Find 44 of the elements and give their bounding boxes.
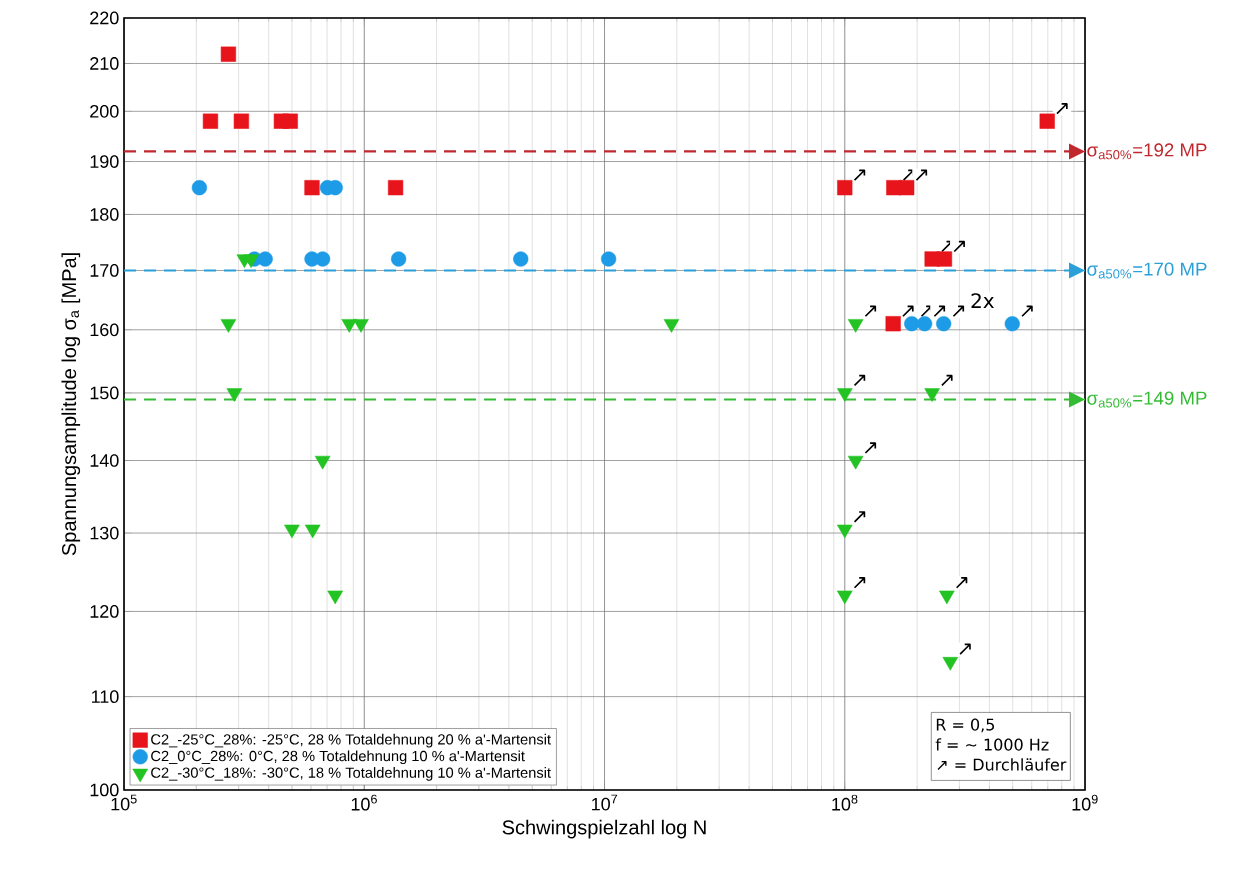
y-tick-label: 170 bbox=[90, 264, 119, 277]
annotation: ↗ bbox=[853, 577, 866, 589]
annotation: ↗ = Durchläufer bbox=[937, 758, 1067, 771]
legend-label: C2_0°C_28%: 0°C, 28 % Totaldehnung 10 % a'-Martensit bbox=[151, 750, 525, 765]
annotation: f = ~ 1000 Hz bbox=[935, 738, 1049, 751]
y-tick-label: 100 bbox=[90, 783, 119, 797]
legend-label: C2_-30°C_18%: -30°C, 18 % Totaldehnung 10 % a'-Martensit bbox=[151, 767, 551, 781]
ref-line-label: σ$_{a50%}$=170 MP bbox=[1087, 262, 1207, 279]
y-tick-label: 220 bbox=[90, 11, 119, 25]
legend-label: C2_-25°C_28%: -25°C, 28 % Totaldehnung 20 % a'-Martensit bbox=[151, 733, 551, 748]
annotation: ↗ bbox=[1056, 103, 1068, 115]
y-tick-label: 140 bbox=[90, 454, 119, 467]
annotation: ↗ bbox=[1021, 305, 1033, 317]
y-tick-label: 110 bbox=[91, 690, 119, 703]
x-tick-label: 10$^{7}$ bbox=[592, 794, 618, 811]
annotation: ↗ bbox=[853, 511, 866, 523]
x-tick-label: 10$^{9}$ bbox=[1072, 794, 1098, 811]
ref-line-label: σ$_{a50%}$=149 MP bbox=[1087, 391, 1207, 408]
y-tick-label: 190 bbox=[90, 155, 119, 168]
ref-line-label: σ$_{a50%}$=192 MP bbox=[1087, 143, 1207, 160]
x-axis-title: Schwingspielzahl log N bbox=[502, 819, 706, 839]
annotation: 2x bbox=[971, 293, 994, 308]
x-tick-label: 10$^{6}$ bbox=[351, 794, 377, 811]
y-axis-title: Spannungsamplitude log σ$_{a}$ [MPa] bbox=[61, 253, 81, 556]
annotation: ↗ bbox=[864, 305, 877, 317]
y-tick-label: 200 bbox=[90, 104, 119, 118]
annotation: R = 0,5 bbox=[936, 718, 995, 733]
annotation: ↗ bbox=[933, 305, 946, 317]
annotation: ↗ bbox=[941, 374, 953, 387]
annotation: ↗ bbox=[902, 305, 914, 317]
annotation: ↗ bbox=[915, 169, 928, 181]
y-tick-label: 210 bbox=[90, 57, 119, 70]
y-tick-label: 180 bbox=[90, 208, 119, 221]
y-tick-label: 120 bbox=[90, 605, 119, 618]
y-tick-label: 150 bbox=[90, 386, 119, 400]
annotation: ↗ bbox=[853, 374, 866, 387]
annotation: ↗ bbox=[959, 643, 971, 655]
annotation: ↗ bbox=[853, 169, 866, 181]
x-tick-label: 10$^{8}$ bbox=[832, 794, 858, 811]
annotation: ↗ bbox=[864, 442, 877, 454]
annotation: ↗ bbox=[956, 577, 968, 589]
y-tick-label: 130 bbox=[90, 526, 119, 540]
annotation: ↗ bbox=[952, 305, 965, 317]
y-tick-label: 160 bbox=[90, 323, 119, 337]
